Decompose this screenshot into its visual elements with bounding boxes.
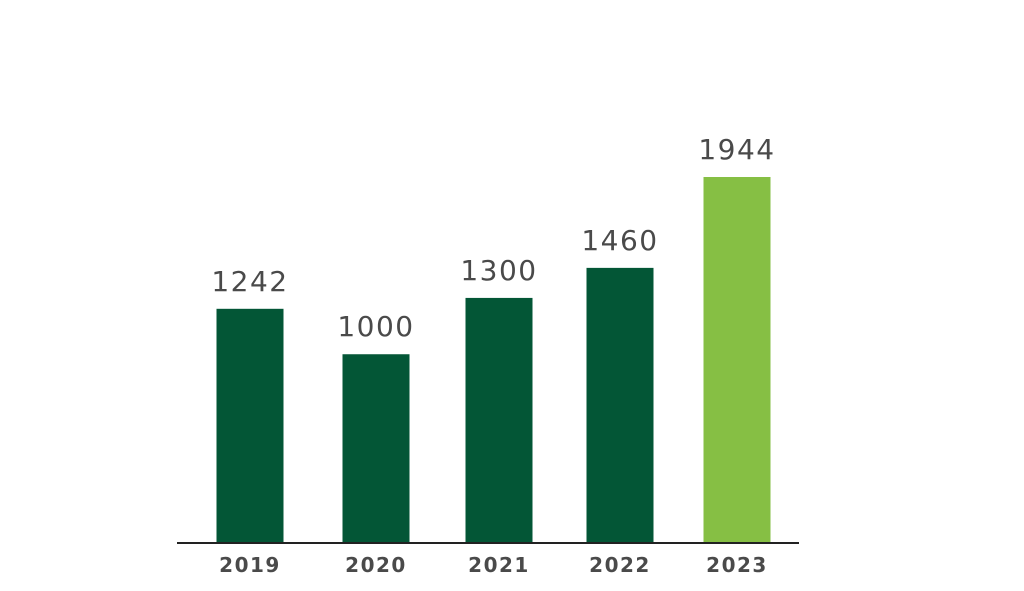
value-label-2022: 1460 bbox=[581, 224, 658, 257]
value-label-2023: 1944 bbox=[698, 133, 775, 166]
x-tick-label-2020: 2020 bbox=[345, 553, 407, 577]
x-tick-label-2023: 2023 bbox=[706, 553, 768, 577]
x-tick-label-2021: 2021 bbox=[468, 553, 530, 577]
x-tick-labels-group: 2019 2020 2021 2022 2023 bbox=[219, 553, 768, 577]
bar-2021 bbox=[465, 297, 533, 542]
value-label-2021: 1300 bbox=[460, 254, 537, 287]
bar-2019 bbox=[216, 308, 284, 542]
value-label-2020: 1000 bbox=[337, 310, 414, 343]
value-label-2019: 1242 bbox=[211, 265, 288, 298]
x-tick-label-2019: 2019 bbox=[219, 553, 281, 577]
x-tick-label-2022: 2022 bbox=[589, 553, 651, 577]
bar-2023 bbox=[703, 177, 771, 542]
bar-2022 bbox=[586, 267, 654, 542]
value-labels-group: 1242 1000 1300 1460 1944 bbox=[211, 133, 775, 343]
bar-2020 bbox=[342, 354, 410, 542]
bars-group bbox=[216, 177, 771, 542]
